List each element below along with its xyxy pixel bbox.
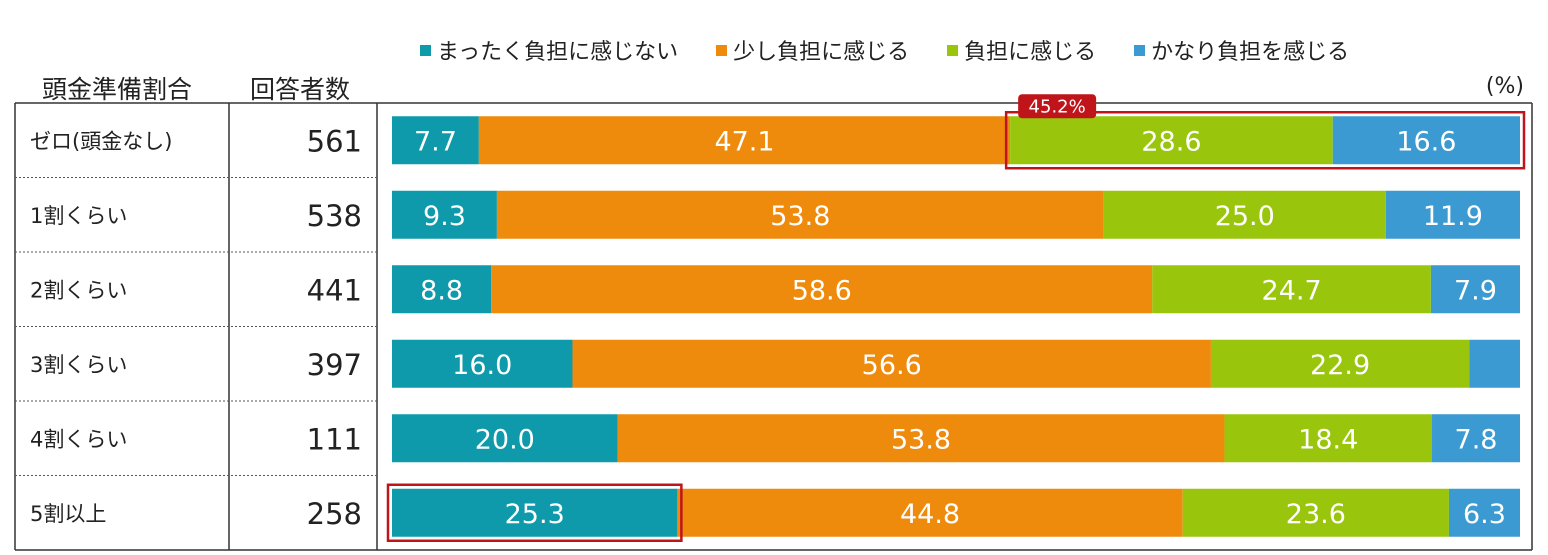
data-label: 16.0 — [452, 350, 512, 381]
highlight-box — [386, 483, 683, 542]
legend-label: 負担に感じる — [964, 40, 1097, 65]
bar-segment — [1385, 190, 1520, 239]
legend-swatch — [1134, 44, 1146, 56]
bar-segment — [491, 265, 1153, 314]
chart-legend: まったく負担に感じない 少し負担に感じる 負担に感じる かなり負担を感じる — [420, 34, 1387, 66]
data-label: 28.6 — [1141, 126, 1201, 157]
bar-segment — [572, 339, 1211, 388]
bar-segment — [1103, 190, 1386, 239]
bar-segment — [392, 190, 497, 239]
bar-segment — [1210, 339, 1470, 388]
bar-segment — [677, 488, 1183, 537]
bar-segment — [1432, 414, 1520, 463]
data-label: 53.8 — [891, 424, 951, 455]
legend-label: 少し負担に感じる — [733, 40, 910, 65]
data-label: 47.1 — [714, 126, 774, 157]
bar-segment — [1224, 414, 1433, 463]
legend-label: まったく負担に感じない — [437, 40, 679, 65]
data-label: 7.7 — [414, 126, 457, 157]
bar-segment — [1469, 339, 1520, 388]
data-label: 44.8 — [900, 499, 960, 530]
data-label: 7.8 — [1455, 424, 1498, 455]
data-label: 11.9 — [1423, 201, 1483, 232]
data-label: 53.8 — [770, 201, 830, 232]
data-label: 25.3 — [505, 499, 565, 530]
column-header-down-payment: 頭金準備割合 — [42, 75, 193, 104]
bar-segment — [392, 339, 573, 388]
bar-segment — [1430, 265, 1520, 314]
bar-segment — [392, 265, 492, 314]
respondent-count: 111 — [307, 422, 362, 456]
respondent-count: 441 — [307, 273, 362, 307]
legend-item: かなり負担を感じる — [1134, 34, 1349, 66]
respondent-count: 397 — [307, 348, 362, 382]
annotation-text: 45.2% — [1029, 96, 1086, 117]
bar-segment — [478, 116, 1011, 165]
legend-swatch — [947, 44, 959, 56]
column-header-respondents: 回答者数 — [250, 75, 351, 104]
data-label: 16.6 — [1396, 126, 1456, 157]
annotation-badge — [1018, 94, 1097, 119]
respondent-count: 258 — [307, 497, 362, 531]
bar-segment — [392, 414, 618, 463]
data-label: 8.8 — [420, 275, 463, 306]
respondent-count: 561 — [307, 124, 362, 158]
highlight-box — [1004, 111, 1526, 170]
bar-segment — [496, 190, 1104, 239]
data-label: 58.6 — [792, 275, 852, 306]
data-label: 22.9 — [1310, 350, 1370, 381]
bar-segment — [1010, 116, 1333, 165]
bar-segment — [392, 488, 678, 537]
data-label: 6.3 — [1463, 499, 1506, 530]
bar-segment — [1332, 116, 1520, 165]
category-label: 4割くらい — [30, 427, 127, 451]
data-label: 7.9 — [1454, 275, 1497, 306]
data-label: 56.6 — [862, 350, 922, 381]
category-label: 5割以上 — [30, 502, 106, 526]
legend-swatch — [716, 44, 728, 56]
data-label: 24.7 — [1262, 275, 1322, 306]
bar-segment — [1152, 265, 1431, 314]
data-label: 20.0 — [475, 424, 535, 455]
bar-segment — [392, 116, 479, 165]
category-label: 2割くらい — [30, 278, 127, 302]
data-label: 9.3 — [423, 201, 466, 232]
bar-segment — [617, 414, 1225, 463]
legend-label: かなり負担を感じる — [1151, 40, 1350, 65]
respondent-count: 538 — [307, 199, 362, 233]
category-label: ゼロ(頭金なし) — [30, 129, 172, 153]
legend-item: 負担に感じる — [947, 34, 1096, 66]
category-label: 3割くらい — [30, 353, 127, 377]
bar-segment — [1448, 488, 1520, 537]
legend-item: まったく負担に感じない — [420, 34, 678, 66]
unit-label: (%) — [1485, 74, 1524, 99]
data-label: 23.6 — [1286, 499, 1346, 530]
legend-swatch — [420, 44, 431, 56]
data-label: 18.4 — [1298, 424, 1358, 455]
bar-segment — [1182, 488, 1449, 537]
legend-item: 少し負担に感じる — [716, 34, 909, 66]
data-label: 25.0 — [1215, 201, 1275, 232]
category-label: 1割くらい — [30, 204, 127, 228]
